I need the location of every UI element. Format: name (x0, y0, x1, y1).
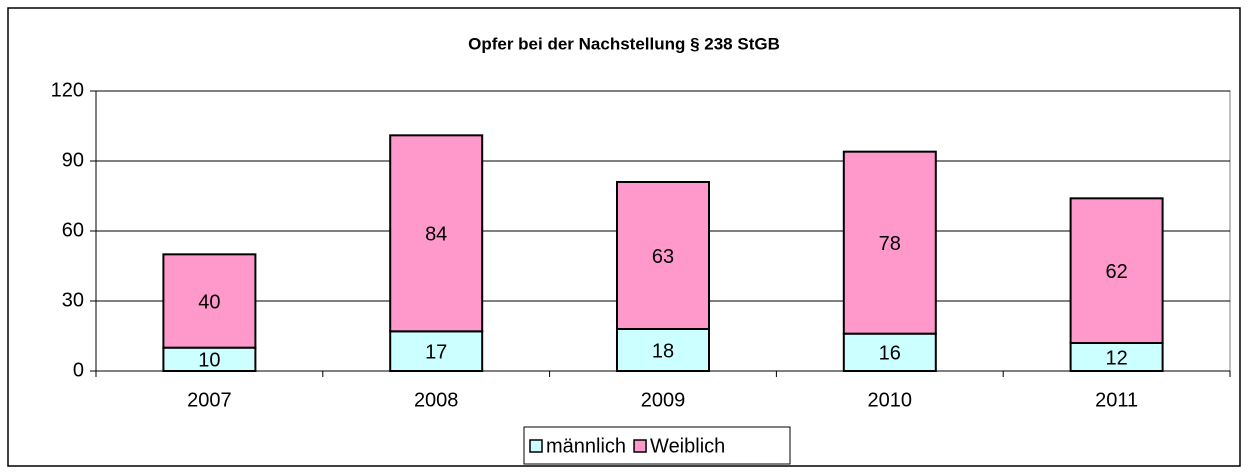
y-tick-label: 60 (62, 219, 84, 241)
legend-swatch (633, 439, 647, 453)
data-label: 40 (198, 291, 220, 313)
legend-label: Weiblich (650, 435, 725, 457)
data-label: 18 (652, 340, 674, 362)
data-label: 17 (425, 341, 447, 363)
data-label: 63 (652, 246, 674, 268)
data-label: 10 (198, 350, 220, 372)
bar-segment (616, 181, 710, 330)
bar-segment (162, 253, 257, 349)
legend-swatch (529, 439, 543, 453)
data-label: 84 (425, 224, 447, 246)
x-tick-label: 2009 (641, 389, 686, 411)
chart-title: Opfer bei der Nachstellung § 238 StGB (468, 34, 780, 53)
x-tick-label: 2007 (187, 389, 232, 411)
y-tick-label: 0 (73, 359, 84, 381)
bar-segment (842, 150, 937, 335)
data-label: 62 (1105, 261, 1127, 283)
data-label: 78 (879, 233, 901, 255)
bar-segment (616, 328, 710, 372)
x-tick-label: 2011 (1095, 389, 1138, 411)
x-tick-label: 2008 (414, 389, 459, 411)
bar-segment (1069, 197, 1164, 344)
y-tick-label: 30 (62, 289, 84, 311)
data-label: 16 (879, 343, 901, 365)
y-tick-label: 90 (62, 149, 84, 171)
bar-segment (842, 332, 937, 372)
data-label: 12 (1105, 347, 1127, 369)
legend-box (523, 426, 791, 465)
bar-segment (389, 134, 484, 333)
y-tick-label: 120 (51, 79, 84, 101)
legend-label: männlich (546, 435, 626, 457)
x-tick-label: 2010 (868, 389, 913, 411)
